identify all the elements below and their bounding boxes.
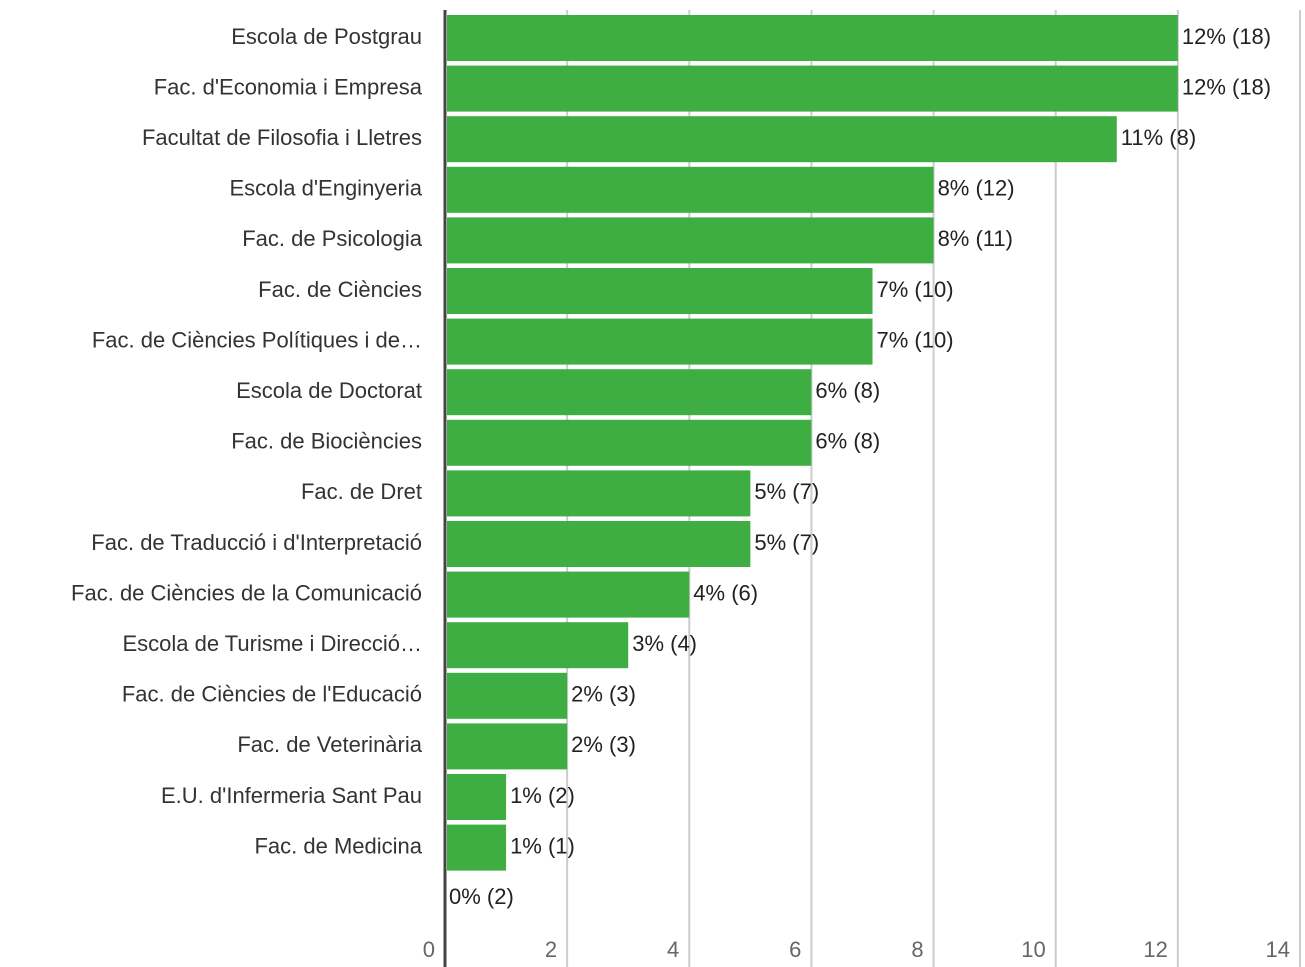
y-tick-label: Fac. de Medicina: [254, 833, 422, 858]
x-tick-label: 6: [789, 937, 801, 962]
y-tick-label: Fac. de Traducció i d'Interpretació: [91, 530, 422, 555]
data-label: 7% (10): [877, 327, 954, 352]
data-label: 2% (3): [571, 682, 636, 707]
data-label: 5% (7): [754, 479, 819, 504]
data-label: 11% (8): [1121, 125, 1196, 150]
x-tick-label: 0: [423, 937, 435, 962]
bar: [447, 774, 507, 820]
data-label: 6% (8): [815, 378, 880, 403]
y-tick-label: Fac. de Biociències: [231, 429, 422, 454]
bar: [447, 268, 873, 314]
y-tick-label: Fac. de Veterinària: [237, 732, 422, 757]
bar: [447, 369, 812, 416]
data-label: 1% (2): [510, 783, 575, 808]
data-label: 7% (10): [877, 277, 954, 302]
data-label: 12% (18): [1182, 24, 1271, 49]
bar: [447, 15, 1178, 61]
x-tick-label: 4: [667, 937, 679, 962]
y-tick-label: Escola de Postgrau: [231, 24, 422, 49]
x-tick-label: 10: [1021, 937, 1045, 962]
data-label: 6% (8): [815, 429, 880, 454]
y-tick-label: Facultat de Filosofia i Lletres: [142, 125, 422, 150]
data-label: 5% (7): [754, 530, 819, 555]
data-label: 3% (4): [632, 631, 697, 656]
bar: [447, 419, 812, 466]
y-tick-label: Escola de Doctorat: [236, 378, 422, 403]
data-label: 0% (2): [449, 884, 514, 909]
x-tick-label: 14: [1266, 937, 1290, 962]
bar: [447, 470, 751, 517]
y-tick-label: Escola d'Enginyeria: [229, 176, 422, 201]
data-label: 1% (1): [510, 833, 575, 858]
data-label: 12% (18): [1182, 74, 1271, 99]
data-label: 4% (6): [693, 580, 758, 605]
data-label: 8% (12): [938, 176, 1015, 201]
y-tick-label: E.U. d'Infermeria Sant Pau: [161, 783, 422, 808]
data-label: 2% (3): [571, 732, 636, 757]
x-tick-label: 8: [911, 937, 923, 962]
bar: [447, 571, 690, 618]
bar: [447, 672, 568, 719]
bar: [447, 217, 934, 264]
x-tick-label: 12: [1143, 937, 1167, 962]
bar: [447, 723, 568, 770]
y-tick-label: Fac. de Ciències: [258, 277, 422, 302]
bar: [447, 824, 507, 871]
y-tick-label: Fac. de Ciències de l'Educació: [122, 682, 422, 707]
y-tick-label: Fac. de Psicologia: [242, 226, 423, 251]
bar: [447, 622, 629, 669]
y-tick-label: Fac. de Ciències Polítiques i de…: [92, 327, 422, 352]
bar: [447, 318, 873, 365]
bar: [447, 65, 1178, 112]
bar: [447, 521, 751, 567]
y-tick-label: Fac. de Dret: [301, 479, 422, 504]
x-tick-label: 2: [545, 937, 557, 962]
y-tick-label: Escola de Turisme i Direcció…: [122, 631, 422, 656]
data-label: 8% (11): [938, 226, 1013, 251]
y-tick-label: Fac. d'Economia i Empresa: [154, 74, 423, 99]
y-tick-label: Fac. de Ciències de la Comunicació: [71, 580, 422, 605]
bar: [447, 116, 1117, 163]
bar: [447, 166, 934, 213]
